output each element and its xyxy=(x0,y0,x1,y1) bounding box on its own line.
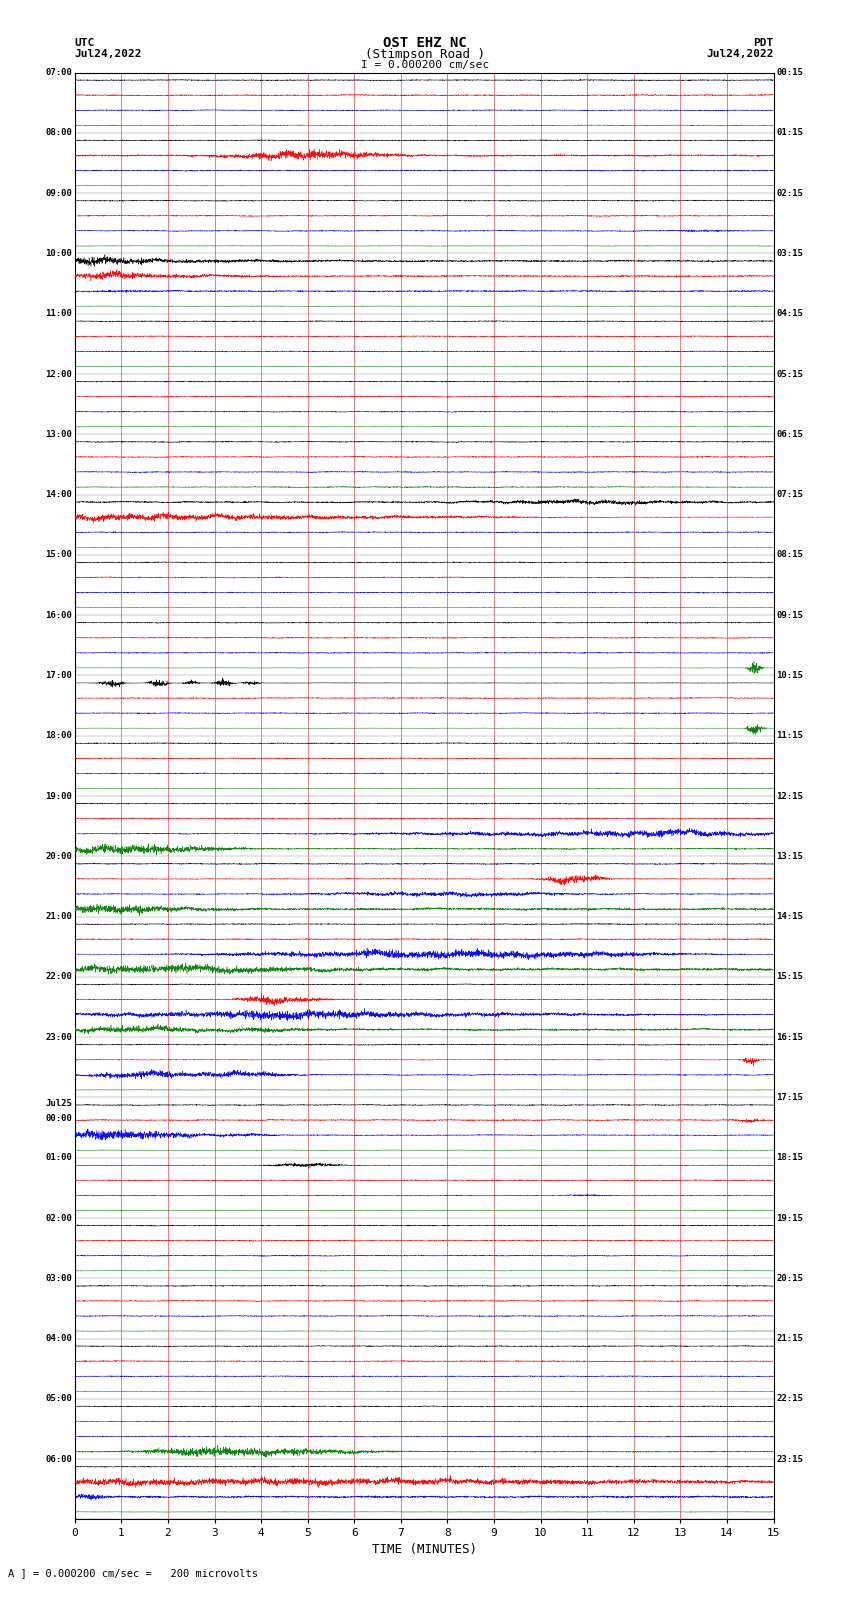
Text: 22:00: 22:00 xyxy=(45,973,72,981)
Text: 15:00: 15:00 xyxy=(45,550,72,560)
Text: 07:00: 07:00 xyxy=(45,68,72,77)
Text: 03:15: 03:15 xyxy=(776,248,803,258)
Text: 14:00: 14:00 xyxy=(45,490,72,498)
Text: 13:00: 13:00 xyxy=(45,429,72,439)
Text: 11:00: 11:00 xyxy=(45,310,72,318)
Text: 17:15: 17:15 xyxy=(776,1094,803,1102)
Text: 16:15: 16:15 xyxy=(776,1032,803,1042)
Text: 08:00: 08:00 xyxy=(45,129,72,137)
Text: 08:15: 08:15 xyxy=(776,550,803,560)
Text: 12:00: 12:00 xyxy=(45,369,72,379)
Text: 14:15: 14:15 xyxy=(776,911,803,921)
Text: 23:15: 23:15 xyxy=(776,1455,803,1463)
Text: 13:15: 13:15 xyxy=(776,852,803,861)
Text: 18:00: 18:00 xyxy=(45,731,72,740)
Text: 00:00: 00:00 xyxy=(45,1113,72,1123)
Text: I = 0.000200 cm/sec: I = 0.000200 cm/sec xyxy=(361,60,489,71)
Text: OST EHZ NC: OST EHZ NC xyxy=(383,35,467,50)
Text: 06:00: 06:00 xyxy=(45,1455,72,1463)
Text: 05:15: 05:15 xyxy=(776,369,803,379)
Text: 04:00: 04:00 xyxy=(45,1334,72,1344)
Text: 12:15: 12:15 xyxy=(776,792,803,800)
Text: 10:00: 10:00 xyxy=(45,248,72,258)
X-axis label: TIME (MINUTES): TIME (MINUTES) xyxy=(371,1542,477,1555)
Text: 09:15: 09:15 xyxy=(776,611,803,619)
Text: 03:00: 03:00 xyxy=(45,1274,72,1282)
Text: 21:00: 21:00 xyxy=(45,911,72,921)
Text: Jul24,2022: Jul24,2022 xyxy=(75,48,142,60)
Text: 20:00: 20:00 xyxy=(45,852,72,861)
Text: 04:15: 04:15 xyxy=(776,310,803,318)
Text: 05:00: 05:00 xyxy=(45,1394,72,1403)
Text: Jul25: Jul25 xyxy=(45,1098,72,1108)
Text: 22:15: 22:15 xyxy=(776,1394,803,1403)
Text: 15:15: 15:15 xyxy=(776,973,803,981)
Text: 17:00: 17:00 xyxy=(45,671,72,681)
Text: 10:15: 10:15 xyxy=(776,671,803,681)
Text: 21:15: 21:15 xyxy=(776,1334,803,1344)
Text: 01:00: 01:00 xyxy=(45,1153,72,1163)
Text: 19:00: 19:00 xyxy=(45,792,72,800)
Text: 18:15: 18:15 xyxy=(776,1153,803,1163)
Text: (Stimpson Road ): (Stimpson Road ) xyxy=(365,47,485,61)
Text: 07:15: 07:15 xyxy=(776,490,803,498)
Text: 00:15: 00:15 xyxy=(776,68,803,77)
Text: 01:15: 01:15 xyxy=(776,129,803,137)
Text: A ] = 0.000200 cm/sec =   200 microvolts: A ] = 0.000200 cm/sec = 200 microvolts xyxy=(8,1568,258,1578)
Text: Jul24,2022: Jul24,2022 xyxy=(706,48,774,60)
Text: 19:15: 19:15 xyxy=(776,1213,803,1223)
Text: UTC: UTC xyxy=(75,37,95,48)
Text: 06:15: 06:15 xyxy=(776,429,803,439)
Text: 09:00: 09:00 xyxy=(45,189,72,198)
Text: 02:00: 02:00 xyxy=(45,1213,72,1223)
Text: 16:00: 16:00 xyxy=(45,611,72,619)
Text: PDT: PDT xyxy=(753,37,774,48)
Text: 02:15: 02:15 xyxy=(776,189,803,198)
Text: 11:15: 11:15 xyxy=(776,731,803,740)
Text: 23:00: 23:00 xyxy=(45,1032,72,1042)
Text: 20:15: 20:15 xyxy=(776,1274,803,1282)
